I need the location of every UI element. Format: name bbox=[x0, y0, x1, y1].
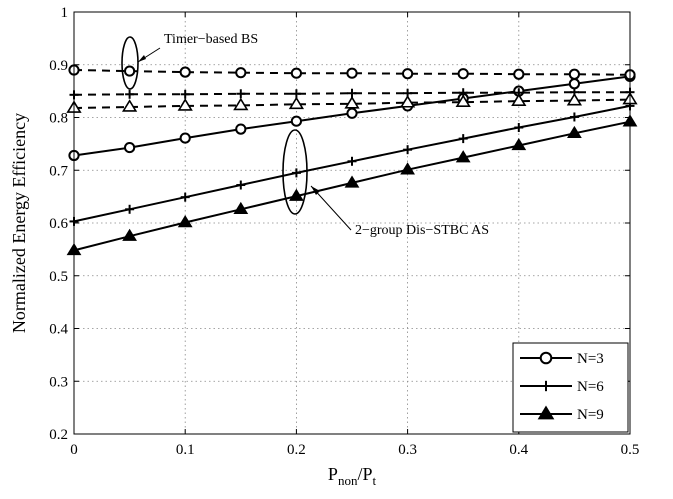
legend-marker bbox=[540, 380, 552, 392]
data-point bbox=[236, 180, 246, 190]
data-point bbox=[125, 89, 135, 99]
legend-box bbox=[512, 342, 629, 433]
legend: N=3 N=6 N=9 bbox=[512, 342, 629, 433]
data-point bbox=[458, 134, 468, 144]
legend-entry-N6: N=6 bbox=[520, 379, 604, 395]
data-point bbox=[511, 137, 527, 151]
series-line bbox=[73, 69, 631, 76]
data-point bbox=[566, 92, 583, 106]
data-point bbox=[346, 67, 358, 79]
data-point bbox=[124, 141, 136, 154]
data-point bbox=[344, 175, 360, 188]
x-tick-label: 0.5 bbox=[621, 442, 640, 458]
y-tick-label: 0.5 bbox=[49, 269, 68, 285]
timer-bs-ellipse bbox=[121, 36, 139, 90]
data-point bbox=[233, 97, 249, 111]
data-point bbox=[124, 65, 136, 77]
timer-bs-label: Timer−based BS bbox=[164, 32, 258, 47]
data-point bbox=[457, 68, 469, 80]
data-point bbox=[514, 123, 524, 133]
data-point bbox=[177, 215, 193, 228]
dis-stbc-arrowhead bbox=[311, 186, 320, 195]
x-tick-label: 0.4 bbox=[509, 442, 528, 458]
data-point bbox=[233, 201, 249, 215]
x-axis-label-p2: /P bbox=[357, 464, 372, 484]
legend-marker bbox=[537, 405, 555, 420]
legend-entry-N3: N=3 bbox=[520, 351, 604, 367]
data-point bbox=[344, 96, 360, 109]
data-point bbox=[513, 68, 525, 80]
data-point bbox=[179, 132, 191, 144]
data-point bbox=[288, 96, 305, 110]
y-tick-label: 0.8 bbox=[49, 111, 68, 127]
annotations: Timer−based BS 2−group Dis−STBC AS bbox=[121, 32, 489, 238]
y-tick-label: 0.3 bbox=[49, 374, 68, 390]
dis-stbc-ellipse bbox=[282, 129, 308, 215]
legend-label: N=9 bbox=[577, 407, 604, 423]
x-axis-label-p1: P bbox=[328, 464, 338, 484]
data-point bbox=[567, 125, 582, 139]
y-tick-label: 0.2 bbox=[49, 427, 68, 443]
y-axis-label: Normalized Energy Efficiency bbox=[9, 113, 29, 333]
data-point bbox=[569, 112, 579, 122]
data-point bbox=[455, 94, 471, 108]
x-axis-label-sub1: non bbox=[338, 473, 358, 488]
data-point bbox=[400, 162, 415, 175]
data-series bbox=[66, 64, 638, 256]
y-tick-label: 0.7 bbox=[49, 163, 68, 179]
y-tick-label: 0.6 bbox=[49, 216, 68, 232]
data-point bbox=[403, 145, 413, 155]
x-tick-label: 0.3 bbox=[398, 442, 417, 458]
x-axis-label: Pnon/Pt bbox=[328, 464, 377, 488]
legend-label: N=6 bbox=[577, 379, 604, 395]
data-point bbox=[402, 68, 414, 80]
x-axis-label-sub2: t bbox=[372, 473, 376, 488]
x-tick-label: 0.2 bbox=[287, 442, 306, 458]
data-point bbox=[180, 192, 190, 202]
data-point bbox=[121, 99, 138, 112]
series-line bbox=[73, 91, 630, 96]
data-point bbox=[291, 168, 301, 178]
data-point bbox=[235, 123, 247, 135]
legend-marker bbox=[539, 351, 553, 365]
data-point bbox=[122, 228, 137, 241]
data-point bbox=[179, 66, 191, 78]
data-point bbox=[180, 89, 190, 99]
data-point bbox=[177, 98, 193, 111]
data-point bbox=[346, 107, 358, 119]
data-point bbox=[125, 204, 135, 214]
series-N9-timer-bs bbox=[66, 91, 638, 113]
legend-entry-N9: N=9 bbox=[520, 405, 604, 423]
data-point bbox=[290, 67, 302, 79]
data-point bbox=[455, 150, 471, 163]
timer-bs-arrowhead bbox=[138, 55, 146, 62]
data-point bbox=[347, 156, 357, 166]
x-tick-label: 0 bbox=[70, 442, 78, 458]
series-N9-dis-stbc bbox=[66, 114, 638, 256]
x-tick-label: 0.1 bbox=[176, 442, 195, 458]
data-point bbox=[399, 94, 416, 108]
y-tick-label: 0.4 bbox=[49, 322, 68, 338]
data-point bbox=[235, 67, 247, 79]
data-point bbox=[511, 93, 527, 106]
data-point bbox=[289, 188, 304, 201]
data-point bbox=[568, 78, 581, 90]
legend-label: N=3 bbox=[577, 351, 604, 367]
series-line bbox=[73, 98, 631, 109]
y-tick-label: 0.9 bbox=[49, 58, 68, 74]
data-point bbox=[236, 89, 246, 99]
dis-stbc-label: 2−group Dis−STBC AS bbox=[355, 223, 489, 238]
data-point bbox=[290, 115, 302, 127]
data-point bbox=[568, 68, 581, 80]
y-tick-label: 1 bbox=[61, 5, 69, 21]
